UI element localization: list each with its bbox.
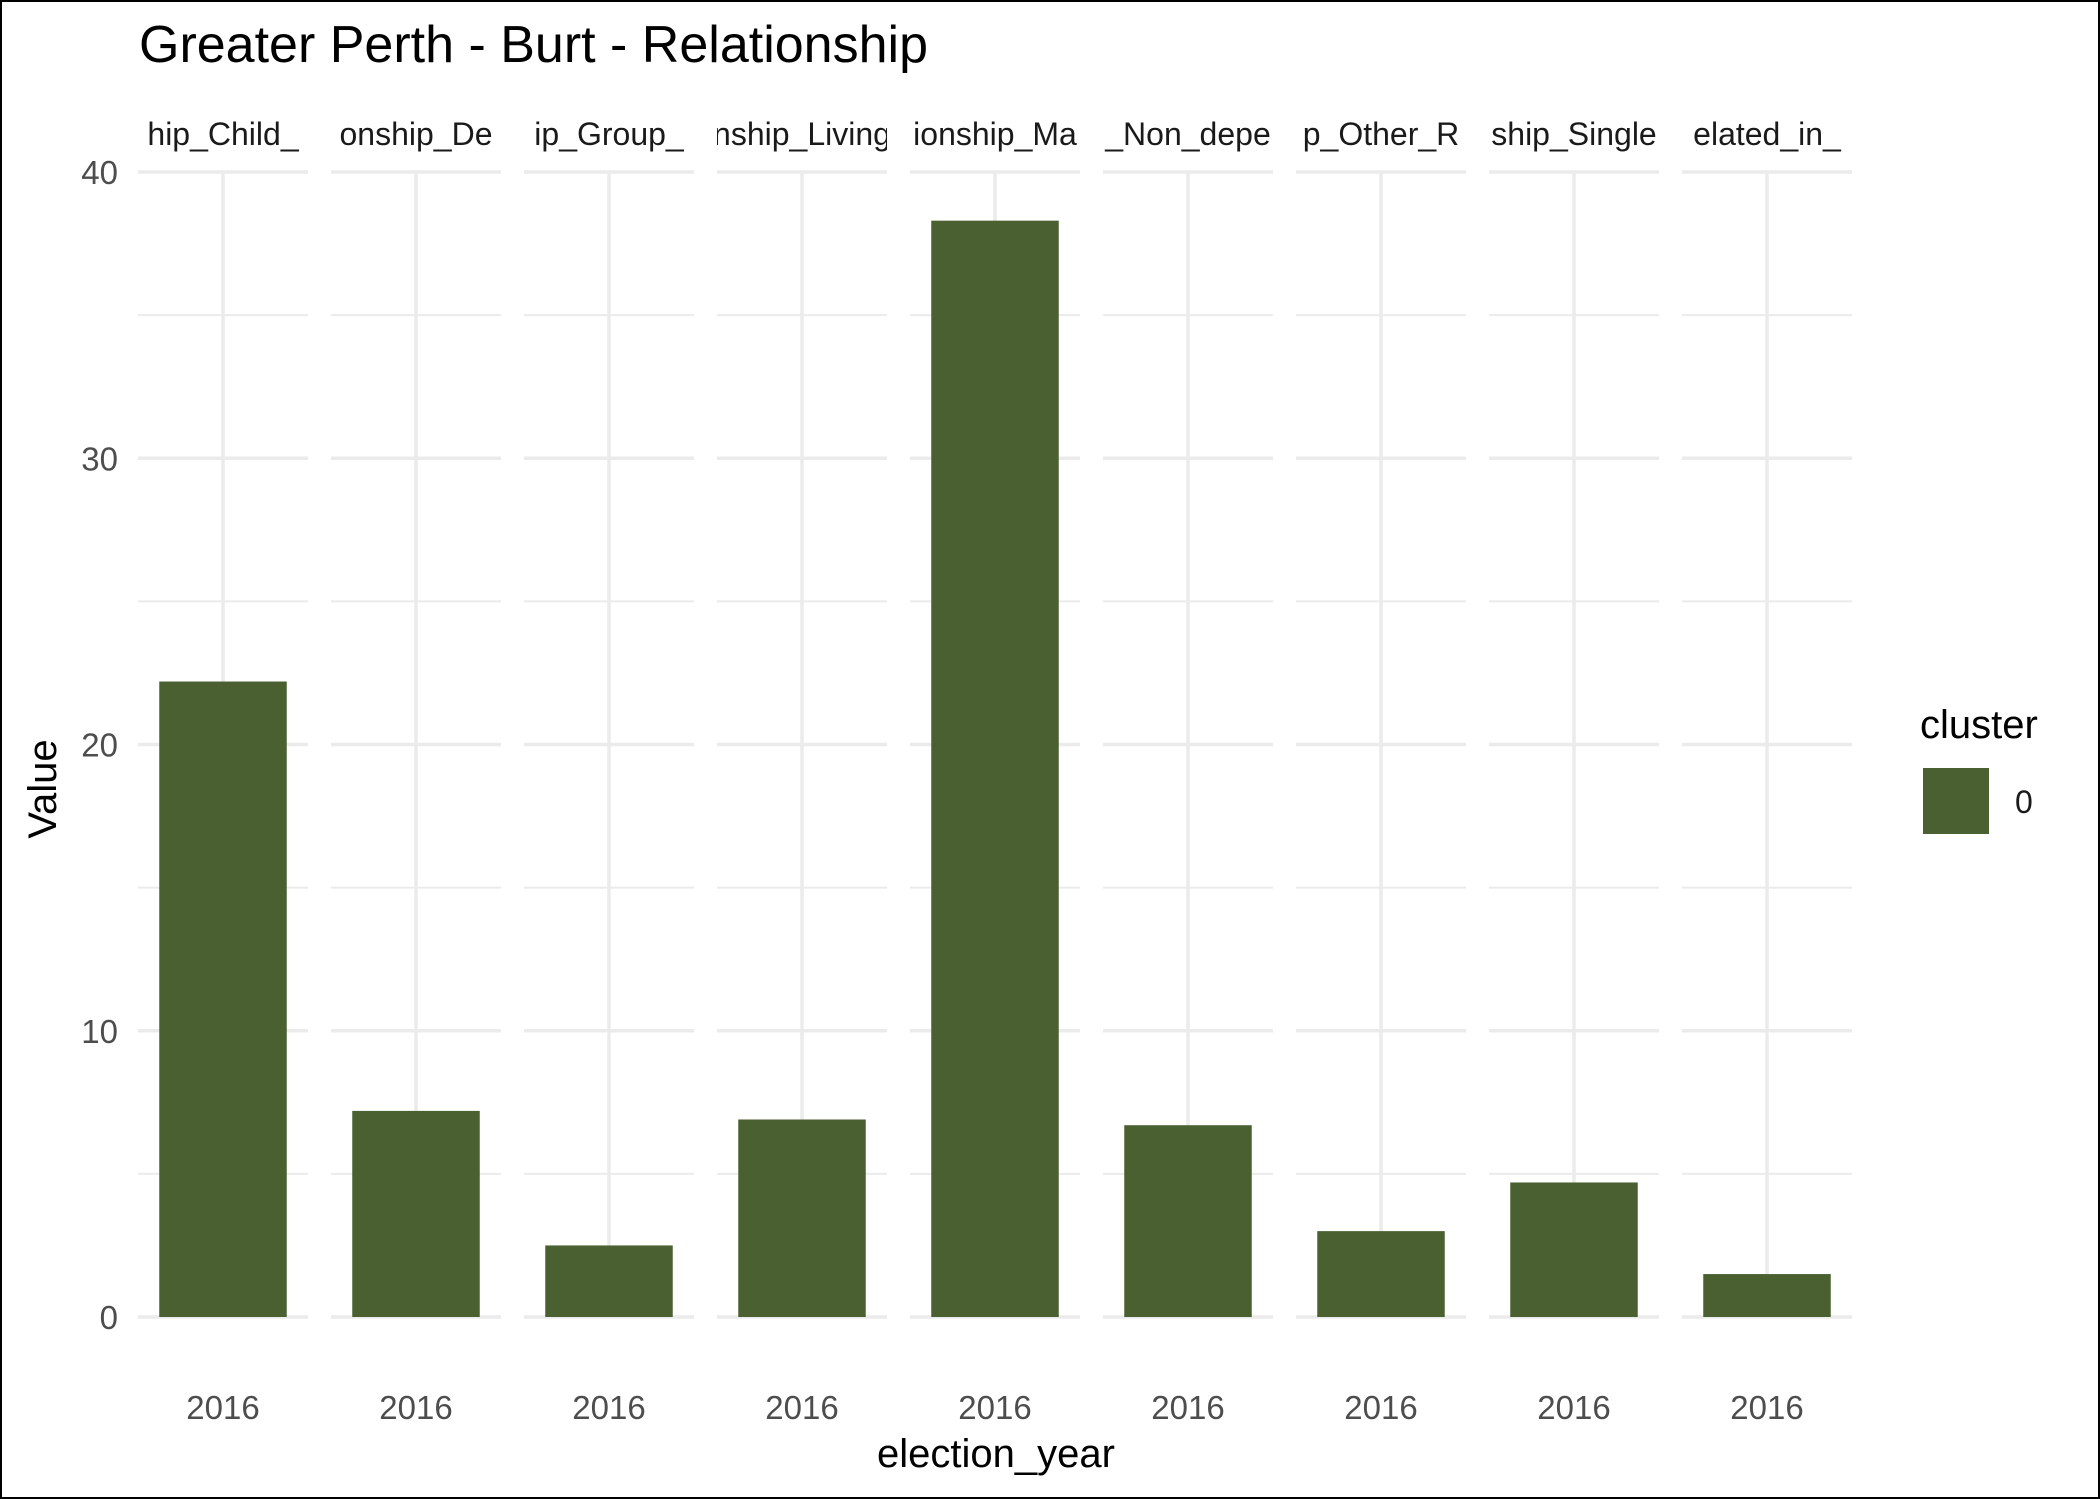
facet-panel: elated_in_ 2016 xyxy=(1682,116,1852,1426)
facet-strip-label: p_Other_R xyxy=(1303,116,1460,152)
facet-strip-label: elated_in_ xyxy=(1693,116,1842,152)
y-tick-label: 30 xyxy=(81,440,118,477)
facet-strip-label: onship_De xyxy=(340,116,493,152)
y-tick-label: 0 xyxy=(100,1299,118,1336)
facet-strip-label: ionship_Ma xyxy=(913,116,1077,152)
x-axis-title: election_year xyxy=(877,1432,1115,1476)
x-tick-label: 2016 xyxy=(765,1389,838,1426)
facet-panel: ship_Single 2016 xyxy=(1489,116,1659,1426)
facet-panel: onship_De 2016 xyxy=(331,116,501,1426)
facet-panel: _Non_depe 2016 xyxy=(1103,116,1273,1426)
x-tick-label: 2016 xyxy=(1151,1389,1224,1426)
bar xyxy=(1510,1182,1638,1317)
facet-strip-label: hip_Child_ xyxy=(147,116,299,152)
facet-panel: ip_Group_ 2016 xyxy=(524,116,694,1426)
x-tick-label: 2016 xyxy=(186,1389,259,1426)
legend-key-swatch xyxy=(1923,768,1989,834)
y-tick-label: 40 xyxy=(81,154,118,191)
facet-panel: ionship_Ma 2016 xyxy=(910,116,1080,1426)
x-tick-label: 2016 xyxy=(1730,1389,1803,1426)
bar xyxy=(159,681,287,1317)
bar xyxy=(738,1119,866,1317)
facet-panels: hip_Child_ 2016 onship_De 2016 ip_Group_ 2016… xyxy=(138,116,1852,1426)
facet-panel: p_Other_R 2016 xyxy=(1296,116,1466,1426)
bar xyxy=(352,1110,480,1317)
y-axis-title: Value xyxy=(21,739,65,838)
chart-title: Greater Perth - Burt - Relationship xyxy=(139,16,928,74)
facet-panel: hip_Child_ 2016 xyxy=(138,116,308,1426)
x-tick-label: 2016 xyxy=(1344,1389,1417,1426)
bar xyxy=(545,1245,673,1317)
legend: cluster 0 xyxy=(1920,703,2038,834)
y-axis: 0 10 20 30 40 xyxy=(81,154,118,1336)
bar xyxy=(1317,1231,1445,1317)
legend-title: cluster xyxy=(1920,703,2038,747)
facet-panel: nship_Living 2016 xyxy=(713,116,891,1426)
y-tick-label: 10 xyxy=(81,1013,118,1050)
facet-strip-label: ship_Single xyxy=(1491,116,1656,152)
bar xyxy=(1703,1274,1831,1317)
facet-strip-label: nship_Living xyxy=(713,116,891,152)
legend-label: 0 xyxy=(2015,784,2033,820)
facet-strip-label: ip_Group_ xyxy=(534,116,685,152)
x-tick-label: 2016 xyxy=(379,1389,452,1426)
x-tick-label: 2016 xyxy=(572,1389,645,1426)
x-tick-label: 2016 xyxy=(1537,1389,1610,1426)
x-tick-label: 2016 xyxy=(958,1389,1031,1426)
facet-strip-label: _Non_depe xyxy=(1104,116,1270,152)
bar xyxy=(1124,1125,1252,1317)
y-tick-label: 20 xyxy=(81,727,118,764)
bar xyxy=(931,220,1059,1318)
